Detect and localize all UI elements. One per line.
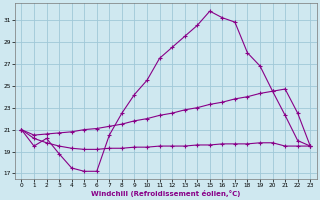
X-axis label: Windchill (Refroidissement éolien,°C): Windchill (Refroidissement éolien,°C)	[91, 190, 241, 197]
